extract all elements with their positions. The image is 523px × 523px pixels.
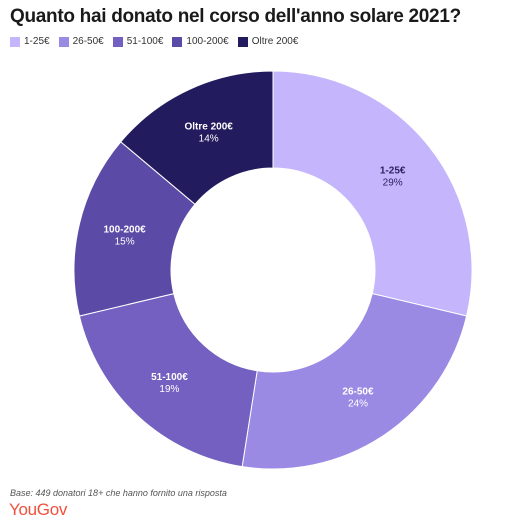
pie-slice	[272, 70, 473, 317]
slice-value-label: 19%	[159, 384, 179, 395]
slice-value-label: 15%	[115, 237, 135, 248]
legend-item: 100-200€	[172, 36, 229, 47]
slice-category-label: 26-50€	[342, 387, 374, 398]
legend-label: 51-100€	[126, 36, 164, 47]
legend-item: 1-25€	[10, 36, 50, 47]
slice-value-label: 14%	[199, 134, 219, 145]
legend-swatch	[58, 36, 69, 47]
legend-label: Oltre 200€	[251, 36, 299, 47]
slice-value-label: 24%	[348, 399, 368, 410]
legend-label: 26-50€	[72, 36, 104, 47]
legend-swatch	[237, 36, 248, 47]
chart-legend: 1-25€ 26-50€ 51-100€ 100-200€ Oltre 200€	[10, 36, 298, 47]
pie-slice	[241, 292, 468, 470]
slice-category-label: Oltre 200€	[184, 122, 233, 133]
legend-label: 100-200€	[186, 36, 229, 47]
pie-slice	[78, 292, 258, 468]
slice-category-label: 1-25€	[380, 165, 406, 176]
brand-logo: YouGov	[9, 500, 68, 519]
slice-value-label: 29%	[383, 177, 403, 188]
legend-swatch	[10, 36, 20, 47]
legend-item: Oltre 200€	[237, 36, 299, 47]
legend-item: 51-100€	[112, 36, 164, 47]
legend-swatch	[112, 36, 123, 47]
legend-item: 26-50€	[58, 36, 104, 47]
chart-title: Quanto hai donato nel corso dell'anno so…	[10, 6, 461, 27]
chart-footnote: Base: 449 donatori 18+ che hanno fornito…	[10, 488, 227, 498]
pie-slice	[120, 70, 274, 206]
slice-category-label: 100-200€	[103, 225, 146, 236]
slice-category-label: 51-100€	[151, 372, 188, 383]
legend-label: 1-25€	[24, 36, 50, 47]
legend-swatch	[172, 36, 183, 47]
